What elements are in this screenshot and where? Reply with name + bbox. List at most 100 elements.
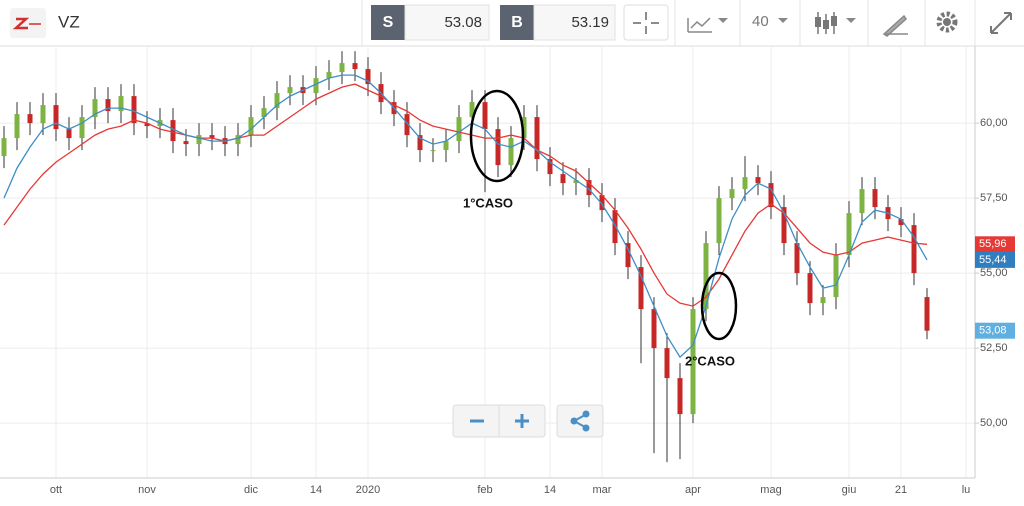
x-tick-label: giu xyxy=(842,484,857,496)
price-marker xyxy=(975,251,1015,268)
candle-body xyxy=(846,213,852,256)
candle-body xyxy=(235,135,241,145)
candle-body xyxy=(612,210,618,244)
candle-body xyxy=(365,69,371,85)
candle-body xyxy=(690,309,696,415)
candle-body xyxy=(430,150,436,152)
candle-body xyxy=(131,96,137,124)
candle-body xyxy=(716,198,722,244)
candle-body xyxy=(703,243,709,310)
candle-body xyxy=(274,93,280,109)
period[interactable]: 40 xyxy=(752,13,769,30)
price-marker-label: 53,08 xyxy=(979,325,1007,337)
candle-body xyxy=(651,309,657,349)
candle-body xyxy=(820,297,826,304)
chart-type-icon[interactable] xyxy=(687,17,712,33)
candle-body xyxy=(27,114,33,124)
candle-body xyxy=(599,195,605,211)
dropdown-arrow[interactable] xyxy=(718,18,728,23)
candle-body xyxy=(495,129,501,166)
candle-body xyxy=(638,267,644,310)
y-tick-label: 55,00 xyxy=(980,267,1008,279)
sell-label[interactable]: S xyxy=(383,14,394,31)
candle-body xyxy=(170,120,176,142)
candle-body xyxy=(417,135,423,151)
candle-body xyxy=(209,135,215,139)
settings-icon-core[interactable] xyxy=(943,18,951,26)
candle-icon-bodies[interactable] xyxy=(815,16,837,29)
buy-price: 53.19 xyxy=(571,14,609,31)
buy-price-box xyxy=(533,4,616,41)
candle-body xyxy=(105,99,111,112)
share-dot[interactable] xyxy=(582,424,590,432)
x-tick-label: lu xyxy=(962,484,971,496)
x-tick-label: nov xyxy=(138,484,156,496)
buy-button[interactable] xyxy=(500,5,534,40)
y-tick-label: 60,00 xyxy=(980,117,1008,129)
candle-body xyxy=(66,129,72,139)
x-tick-label: feb xyxy=(477,484,492,496)
candle-body xyxy=(404,114,410,136)
candle-body xyxy=(664,348,670,379)
dropdown-arrow[interactable] xyxy=(846,18,856,23)
crosshair-icon xyxy=(633,12,659,34)
candle-body xyxy=(352,63,358,70)
moving-average xyxy=(3,83,928,307)
x-tick-label: apr xyxy=(685,484,701,496)
price-marker-label: 55,96 xyxy=(979,238,1007,250)
candle-body xyxy=(326,72,332,79)
candle-body xyxy=(755,177,761,184)
candle-body xyxy=(261,108,267,118)
buy-label[interactable]: B xyxy=(511,14,523,31)
candle-body xyxy=(248,117,254,136)
candle-body xyxy=(79,117,85,139)
candle-body xyxy=(183,141,189,145)
candle-body xyxy=(508,138,514,166)
candle-body xyxy=(144,123,150,127)
candle-body xyxy=(872,189,878,208)
share-dot[interactable] xyxy=(582,410,590,418)
y-tick-label: 52,50 xyxy=(980,342,1008,354)
candle-body xyxy=(196,135,202,145)
fullscreen-icon[interactable] xyxy=(990,12,1012,34)
share-button[interactable] xyxy=(556,404,604,438)
price-marker xyxy=(975,322,1015,339)
x-tick-label: dic xyxy=(244,484,259,496)
candle-body xyxy=(807,273,813,304)
sell-button[interactable] xyxy=(371,5,405,40)
candle-body xyxy=(833,255,839,298)
dropdown-arrow[interactable] xyxy=(778,18,788,23)
candle-body xyxy=(287,87,293,94)
candle-body xyxy=(313,78,319,94)
candle-body xyxy=(1,138,7,157)
candle-body xyxy=(729,189,735,199)
candle-body xyxy=(547,159,553,175)
candle-body xyxy=(924,297,930,331)
x-tick-label: 14 xyxy=(310,484,322,496)
candle-body xyxy=(742,177,748,190)
x-tick-label: 2020 xyxy=(356,484,380,496)
annotation-circle xyxy=(700,271,738,341)
zoom-in[interactable] xyxy=(515,414,529,428)
x-tick-label: 14 xyxy=(544,484,556,496)
candle-body xyxy=(573,180,579,184)
symbol: VZ xyxy=(58,12,80,31)
draw-icon[interactable] xyxy=(882,14,908,37)
candle-body xyxy=(92,99,98,118)
settings-icon[interactable] xyxy=(936,11,958,33)
candle-body xyxy=(859,189,865,214)
price-marker xyxy=(975,236,1015,253)
x-tick-label: mar xyxy=(593,484,612,496)
share-dot[interactable] xyxy=(570,417,578,425)
y-tick-label: 57,50 xyxy=(980,192,1008,204)
x-tick-label: ott xyxy=(50,484,62,496)
sell-price-box xyxy=(404,4,490,41)
candle-body xyxy=(443,141,449,151)
candle-body xyxy=(794,243,800,274)
annotation-circle xyxy=(469,89,525,183)
candle-body xyxy=(482,102,488,130)
candle-body xyxy=(781,207,787,244)
candle-body xyxy=(677,378,683,415)
candle-body xyxy=(40,105,46,124)
crosshair-button[interactable] xyxy=(623,4,669,41)
